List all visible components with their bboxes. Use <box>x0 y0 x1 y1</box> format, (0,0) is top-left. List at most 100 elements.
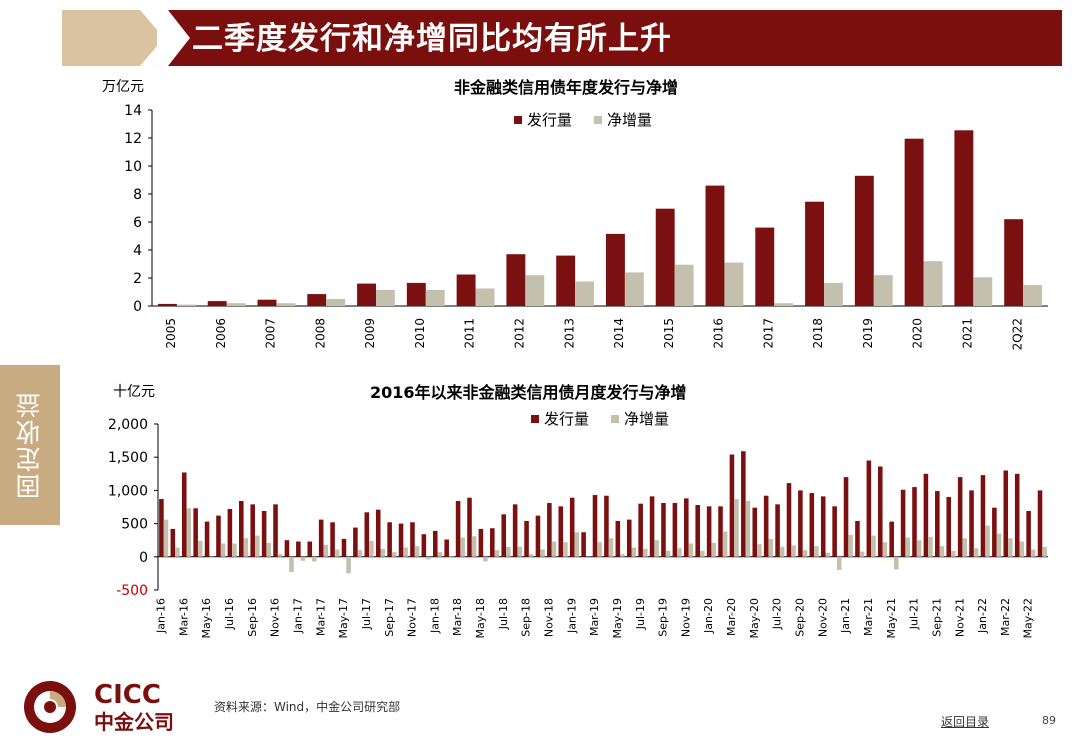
chart2-bar-net-Jun-22 <box>1042 546 1047 557</box>
back-to-contents-link[interactable]: 返回目录 <box>941 715 990 729</box>
chart2-bar-issuance-Jul-18 <box>501 514 507 557</box>
chart1-bar-net-2019 <box>873 275 893 306</box>
chart2-x-tick-label: May-22 <box>1022 598 1035 639</box>
chart1-y-tick-label: 2 <box>133 271 142 287</box>
chart1-x-tick-label: 2008 <box>313 318 327 349</box>
chart2-bar-net-Oct-21 <box>951 550 956 557</box>
chart2-bar-net-Apr-20 <box>745 501 751 557</box>
chart2-bar-issuance-Sep-16 <box>250 504 255 557</box>
chart2-x-tick-label: Jan-18 <box>428 598 441 634</box>
chart1-x-tick-label: 2Q22 <box>1010 318 1024 350</box>
chart2-x-tick-label: May-18 <box>474 598 487 639</box>
chart2-bar-issuance-Dec-21 <box>969 490 974 557</box>
chart2-bar-net-Jun-21 <box>905 537 910 557</box>
chart2-bar-issuance-Feb-22 <box>992 507 997 557</box>
chart2-bar-issuance-Nov-16 <box>273 504 278 557</box>
chart1-y-tick-label: 12 <box>124 131 142 147</box>
chart2-bar-issuance-Sep-18 <box>524 520 529 557</box>
chart2-x-tick-label: Jul-16 <box>223 598 236 630</box>
chart1-x-tick-label: 2019 <box>861 318 875 349</box>
chart2-x-tick-label: Sep-18 <box>520 598 533 637</box>
chart1-y-tick-label: 4 <box>133 243 142 259</box>
chart1-bar-net-2015 <box>674 264 694 306</box>
chart2-x-tick-label: Nov-17 <box>406 598 419 637</box>
chart2-bar-issuance-Feb-19 <box>581 532 586 557</box>
chart2-legend-issuance-swatch <box>531 415 539 423</box>
chart1-bar-net-2020 <box>923 261 943 306</box>
chart2-bar-net-Apr-18 <box>471 536 477 557</box>
chart1-x-tick-label: 2021 <box>961 318 975 349</box>
chart1-bar-issuance-2013 <box>556 255 576 306</box>
annual-issuance-chart: 0 2 4 6 8 10 12 14 2005 2006 2007 2008 2009 2010 2011 2… <box>124 103 1048 350</box>
chart2-bar-net-Aug-20 <box>791 545 796 557</box>
chart2-bar-issuance-Jan-16 <box>159 499 164 557</box>
chart2-bar-issuance-Mar-18 <box>455 501 461 557</box>
chart1-y-tick-label: 0 <box>133 299 142 315</box>
chart2-bar-issuance-Apr-22 <box>1014 473 1020 557</box>
chart2-bar-net-May-21 <box>893 556 899 570</box>
chart2-bar-issuance-Apr-20 <box>741 451 746 557</box>
cicc-logo: CICC 中金公司 <box>24 680 174 734</box>
chart1-bar-net-2Q22 <box>1023 285 1043 306</box>
chart1-bar-issuance-2008 <box>307 294 327 306</box>
chart2-bar-issuance-Jan-19 <box>569 497 575 557</box>
chart1-x-tick-label: 2011 <box>463 318 477 349</box>
chart2-bar-net-Sep-19 <box>665 550 671 557</box>
chart2-bar-issuance-Apr-19 <box>604 495 609 557</box>
chart2-bar-issuance-Dec-19 <box>695 505 700 557</box>
header-tab <box>62 10 157 66</box>
chart2-bar-net-Feb-19 <box>585 556 591 559</box>
chart2-bar-issuance-Jun-18 <box>490 528 495 557</box>
chart2-bar-net-Sep-17 <box>391 552 397 557</box>
chart2-bar-net-Jan-21 <box>848 534 853 557</box>
chart2-bar-net-Oct-18 <box>540 549 545 557</box>
chart2-bar-issuance-Oct-19 <box>672 503 678 557</box>
chart1-bar-issuance-2019 <box>854 175 874 306</box>
chart1-bar-net-2014 <box>624 272 644 306</box>
section-side-tab <box>0 365 60 525</box>
chart2-bar-issuance-Apr-18 <box>467 497 472 557</box>
chart2-bar-net-Nov-21 <box>962 538 967 557</box>
chart2-bar-issuance-Feb-17 <box>307 541 313 557</box>
chart2-bar-net-Nov-16 <box>277 554 283 557</box>
chart2-bar-net-Oct-20 <box>814 546 819 557</box>
chart2-bar-net-Nov-17 <box>414 546 420 557</box>
chart2-bar-net-Apr-16 <box>197 540 203 557</box>
chart2-bar-net-Apr-17 <box>334 549 340 557</box>
chart1-bar-issuance-2018 <box>805 201 824 306</box>
chart1-legend-net-swatch <box>594 116 602 124</box>
chart2-x-tick-label: May-20 <box>748 598 761 639</box>
chart2-bar-issuance-Apr-21 <box>877 466 883 557</box>
chart2-title: 2016年以来非金融类信用债月度发行与净增 <box>370 383 687 402</box>
chart1-bar-issuance-2006 <box>207 301 227 306</box>
chart2-bar-net-May-17 <box>346 556 351 574</box>
chart2-bar-issuance-Jan-18 <box>432 530 438 557</box>
chart2-bar-issuance-Jul-17 <box>364 512 370 557</box>
chart2-bar-net-Feb-21 <box>859 551 865 557</box>
chart2-bar-issuance-Aug-19 <box>649 496 655 557</box>
chart1-bar-net-2017 <box>774 303 794 306</box>
chart2-bar-net-Aug-18 <box>517 546 522 557</box>
chart2-x-tick-label: May-16 <box>200 598 213 639</box>
chart2-y-tick-label: 500 <box>121 517 148 533</box>
chart2-bar-issuance-Oct-21 <box>946 497 952 557</box>
chart2-bar-net-Jan-20 <box>711 542 716 557</box>
chart2-bar-issuance-Jun-19 <box>626 519 632 557</box>
chart2-x-tick-label: Nov-18 <box>543 598 556 637</box>
chart2-bar-issuance-Jun-17 <box>353 527 358 557</box>
chart1-bar-net-2016 <box>724 262 744 306</box>
chart1-bar-net-2007 <box>276 303 296 306</box>
chart1-unit-label: 万亿元 <box>102 79 144 95</box>
chart2-bar-net-May-18 <box>483 556 488 562</box>
chart2-bar-net-Aug-17 <box>380 548 386 557</box>
chart2-bar-issuance-Mar-21 <box>866 460 872 557</box>
chart1-bar-net-2010 <box>425 289 445 306</box>
chart1-bar-net-2012 <box>525 275 545 306</box>
chart2-bar-issuance-May-21 <box>889 521 894 557</box>
chart2-bar-net-Feb-18 <box>448 556 454 557</box>
chart2-bar-issuance-Nov-21 <box>957 477 963 557</box>
chart2-x-tick-label: Mar-18 <box>451 598 464 636</box>
chart2-bar-issuance-Oct-16 <box>261 510 267 557</box>
chart2-y-tick-label: 2,000 <box>108 417 148 433</box>
logo-text-en: CICC <box>94 680 161 710</box>
